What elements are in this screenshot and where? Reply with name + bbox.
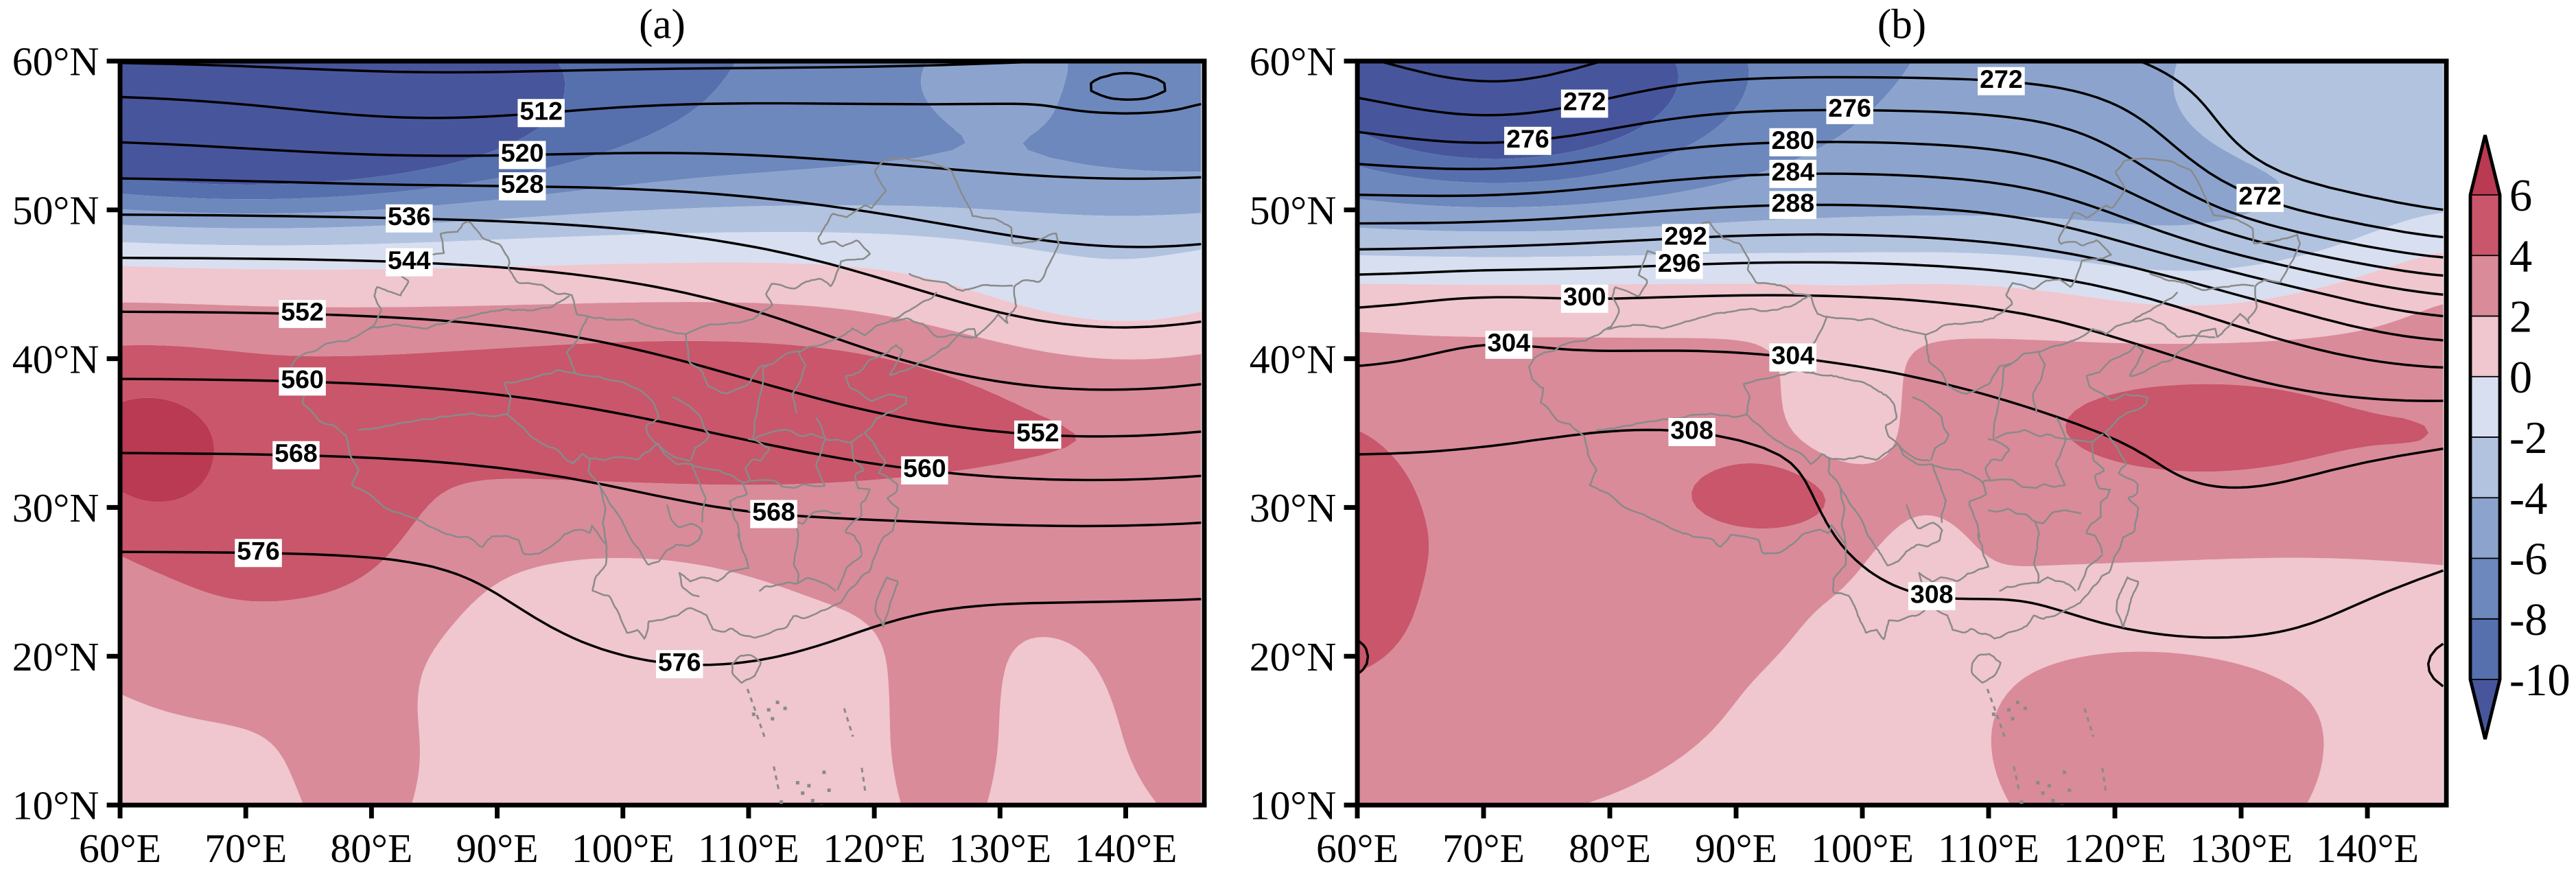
- svg-text:528: 528: [501, 170, 544, 198]
- svg-text:276: 276: [1828, 93, 1871, 122]
- svg-text:80°E: 80°E: [1569, 826, 1651, 871]
- svg-text:30°N: 30°N: [1250, 485, 1337, 531]
- svg-text:110°E: 110°E: [1938, 826, 2039, 871]
- svg-text:90°E: 90°E: [456, 826, 539, 871]
- svg-text:-2: -2: [2509, 413, 2548, 463]
- svg-text:100°E: 100°E: [1811, 826, 1914, 871]
- svg-text:288: 288: [1772, 188, 1815, 217]
- svg-text:-10: -10: [2509, 655, 2571, 706]
- svg-text:60°N: 60°N: [12, 39, 99, 84]
- svg-text:292: 292: [1664, 222, 1707, 251]
- svg-text:520: 520: [501, 139, 544, 167]
- svg-text:10°N: 10°N: [12, 783, 99, 828]
- svg-text:552: 552: [281, 297, 324, 326]
- svg-text:140°E: 140°E: [1075, 826, 1178, 871]
- svg-text:2: 2: [2509, 292, 2532, 342]
- svg-text:40°N: 40°N: [1250, 336, 1337, 382]
- svg-text:90°E: 90°E: [1695, 826, 1777, 871]
- svg-text:50°N: 50°N: [12, 188, 99, 233]
- svg-text:304: 304: [1488, 328, 1531, 357]
- svg-text:10°N: 10°N: [1250, 783, 1337, 828]
- svg-text:120°E: 120°E: [2063, 826, 2166, 871]
- svg-text:-8: -8: [2509, 595, 2548, 645]
- svg-text:50°N: 50°N: [1250, 188, 1337, 233]
- svg-text:284: 284: [1772, 157, 1815, 186]
- svg-text:276: 276: [1506, 124, 1549, 153]
- svg-text:130°E: 130°E: [948, 826, 1051, 871]
- svg-text:272: 272: [1563, 87, 1606, 116]
- svg-text:80°E: 80°E: [330, 826, 412, 871]
- svg-text:60°E: 60°E: [1316, 826, 1398, 871]
- svg-text:304: 304: [1772, 341, 1815, 370]
- svg-text:70°E: 70°E: [204, 826, 287, 871]
- svg-text:(b): (b): [1877, 2, 1926, 48]
- svg-text:308: 308: [1670, 415, 1713, 444]
- svg-text:296: 296: [1658, 248, 1701, 277]
- svg-text:120°E: 120°E: [823, 826, 926, 871]
- svg-text:6: 6: [2509, 171, 2532, 221]
- svg-text:576: 576: [237, 536, 280, 565]
- svg-text:130°E: 130°E: [2190, 826, 2293, 871]
- svg-text:512: 512: [519, 96, 563, 125]
- svg-text:140°E: 140°E: [2316, 826, 2419, 871]
- svg-text:544: 544: [388, 246, 431, 275]
- svg-text:552: 552: [1016, 418, 1059, 447]
- svg-text:40°N: 40°N: [12, 336, 99, 382]
- svg-text:110°E: 110°E: [698, 826, 799, 871]
- svg-text:536: 536: [388, 202, 431, 231]
- svg-text:4: 4: [2509, 231, 2532, 281]
- svg-text:20°N: 20°N: [1250, 634, 1337, 679]
- svg-text:(a): (a): [639, 2, 686, 48]
- svg-text:-6: -6: [2509, 535, 2548, 585]
- svg-text:30°N: 30°N: [12, 485, 99, 531]
- svg-text:60°N: 60°N: [1250, 39, 1337, 84]
- svg-text:272: 272: [2238, 181, 2282, 210]
- svg-text:568: 568: [752, 498, 795, 526]
- svg-text:70°E: 70°E: [1442, 826, 1525, 871]
- svg-text:20°N: 20°N: [12, 634, 99, 679]
- svg-text:568: 568: [274, 439, 318, 467]
- svg-text:60°E: 60°E: [79, 826, 161, 871]
- svg-text:560: 560: [281, 365, 324, 394]
- svg-text:100°E: 100°E: [572, 826, 675, 871]
- svg-text:0: 0: [2509, 353, 2532, 403]
- svg-text:308: 308: [1910, 579, 1954, 608]
- svg-text:272: 272: [1980, 65, 2023, 93]
- svg-text:300: 300: [1563, 282, 1606, 311]
- svg-text:576: 576: [658, 647, 701, 676]
- svg-text:560: 560: [903, 454, 946, 482]
- svg-text:-4: -4: [2509, 474, 2548, 524]
- svg-text:280: 280: [1772, 126, 1815, 154]
